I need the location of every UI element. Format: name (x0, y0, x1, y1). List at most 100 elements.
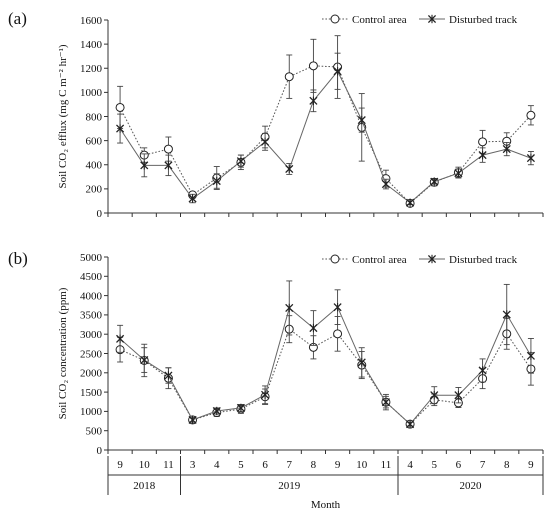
series-control-area (115, 35, 536, 208)
data-point (406, 419, 415, 429)
legend-label-control: Control area (352, 254, 407, 266)
year-label: 2019 (278, 480, 301, 492)
year-label: 2018 (133, 480, 156, 492)
y-tick-label: 1200 (80, 63, 103, 75)
x-tick-label: 5 (432, 459, 438, 471)
legend-marker-control (330, 14, 340, 24)
data-point (309, 323, 318, 333)
data-point (116, 124, 125, 133)
data-point (381, 179, 390, 189)
y-tick-label: 4000 (80, 290, 103, 302)
data-point (115, 102, 125, 112)
y-tick-label: 3000 (80, 329, 103, 341)
series-disturbed-track (116, 280, 535, 429)
series-disturbed-track (116, 52, 535, 207)
y-tick-label: 2000 (80, 368, 103, 380)
y-tick-label: 600 (86, 135, 103, 147)
data-point (261, 390, 270, 400)
data-point (164, 371, 173, 380)
data-point (236, 403, 245, 413)
data-point (406, 198, 415, 207)
x-tick-label: 9 (335, 459, 341, 471)
x-tick-label: 5 (238, 459, 244, 471)
panel-a: (a) 0 200 400 600 800 1000 1200 1400 1600 Soil CO₂… (8, 9, 544, 220)
data-point (116, 334, 125, 344)
year-label: 2020 (460, 480, 483, 492)
legend-label-disturbed: Disturbed track (449, 254, 518, 266)
data-point (285, 164, 294, 174)
y-axis-title: Soil CO₂ efflux (mg C m⁻² hr⁻¹) (57, 44, 69, 188)
data-point (236, 156, 245, 166)
x-tick-label: 9 (528, 459, 534, 471)
x-tick-label: 6 (456, 459, 462, 471)
data-point (333, 67, 342, 76)
x-tick-label: 8 (311, 459, 317, 471)
data-point (430, 177, 439, 186)
x-tick-label: 10 (356, 459, 368, 471)
data-point (212, 176, 221, 186)
x-tick-label: 10 (139, 459, 151, 471)
y-tick-label: 1400 (80, 39, 103, 51)
data-point (188, 194, 197, 203)
data-point (261, 137, 270, 147)
x-tick-label: 11 (163, 459, 174, 471)
data-point (478, 150, 487, 160)
legend-marker-disturbed (427, 14, 437, 24)
panel-label: (b) (8, 249, 28, 268)
data-point (478, 366, 487, 375)
data-point (284, 72, 294, 82)
x-tick-label: 8 (504, 459, 510, 471)
data-point (381, 397, 390, 407)
y-tick-label: 1600 (80, 15, 103, 27)
panel-b: (b) 0 500 1000 1500 2000 2500 3000 3500 4000 4500 5… (8, 249, 544, 457)
series-line (119, 328, 532, 425)
data-point (526, 153, 535, 163)
y-tick-label: 500 (86, 426, 103, 438)
legend-marker-control (330, 254, 340, 264)
legend: Control area Disturbed track (322, 254, 518, 266)
y-tick-label: 0 (97, 445, 103, 457)
data-point (140, 161, 149, 170)
series-line (119, 306, 532, 425)
data-point (333, 329, 343, 339)
x-tick-label: 3 (190, 459, 196, 471)
data-point (430, 390, 439, 400)
y-tick-label: 400 (86, 160, 103, 172)
y-tick-label: 4500 (80, 271, 103, 283)
y-tick-label: 3500 (80, 310, 103, 322)
x-tick-label: 11 (381, 459, 392, 471)
data-point (212, 406, 221, 416)
y-tick-label: 1000 (80, 87, 103, 99)
x-axis-title: Month (311, 499, 341, 511)
legend: Control area Disturbed track (322, 14, 518, 26)
y-tick-label: 200 (86, 184, 103, 196)
x-tick-label: 7 (480, 459, 486, 471)
data-point (526, 351, 535, 361)
legend-label-disturbed: Disturbed track (449, 14, 518, 26)
x-tick-label: 4 (214, 459, 220, 471)
y-tick-label: 1500 (80, 387, 103, 399)
y-tick-label: 5000 (80, 252, 103, 264)
series-control-area (115, 315, 536, 429)
x-tick-label: 7 (287, 459, 293, 471)
x-tick-label: 9 (117, 459, 123, 471)
panel-label: (a) (8, 9, 27, 28)
y-axis-title: Soil CO₂ concentration (ppm) (57, 287, 69, 419)
series-line (119, 65, 532, 204)
data-point (502, 310, 511, 319)
data-point (454, 168, 463, 178)
series-line (119, 70, 532, 204)
y-tick-label: 1000 (80, 406, 103, 418)
data-point (285, 303, 294, 313)
data-point (478, 137, 488, 147)
y-tick-label: 2500 (80, 348, 103, 360)
data-point (140, 355, 149, 365)
legend-marker-disturbed (427, 254, 437, 264)
data-point (309, 96, 318, 106)
data-point (163, 144, 173, 154)
data-point (502, 144, 511, 154)
data-point (357, 115, 366, 125)
x-tick-label: 6 (262, 459, 268, 471)
data-point (164, 161, 173, 170)
